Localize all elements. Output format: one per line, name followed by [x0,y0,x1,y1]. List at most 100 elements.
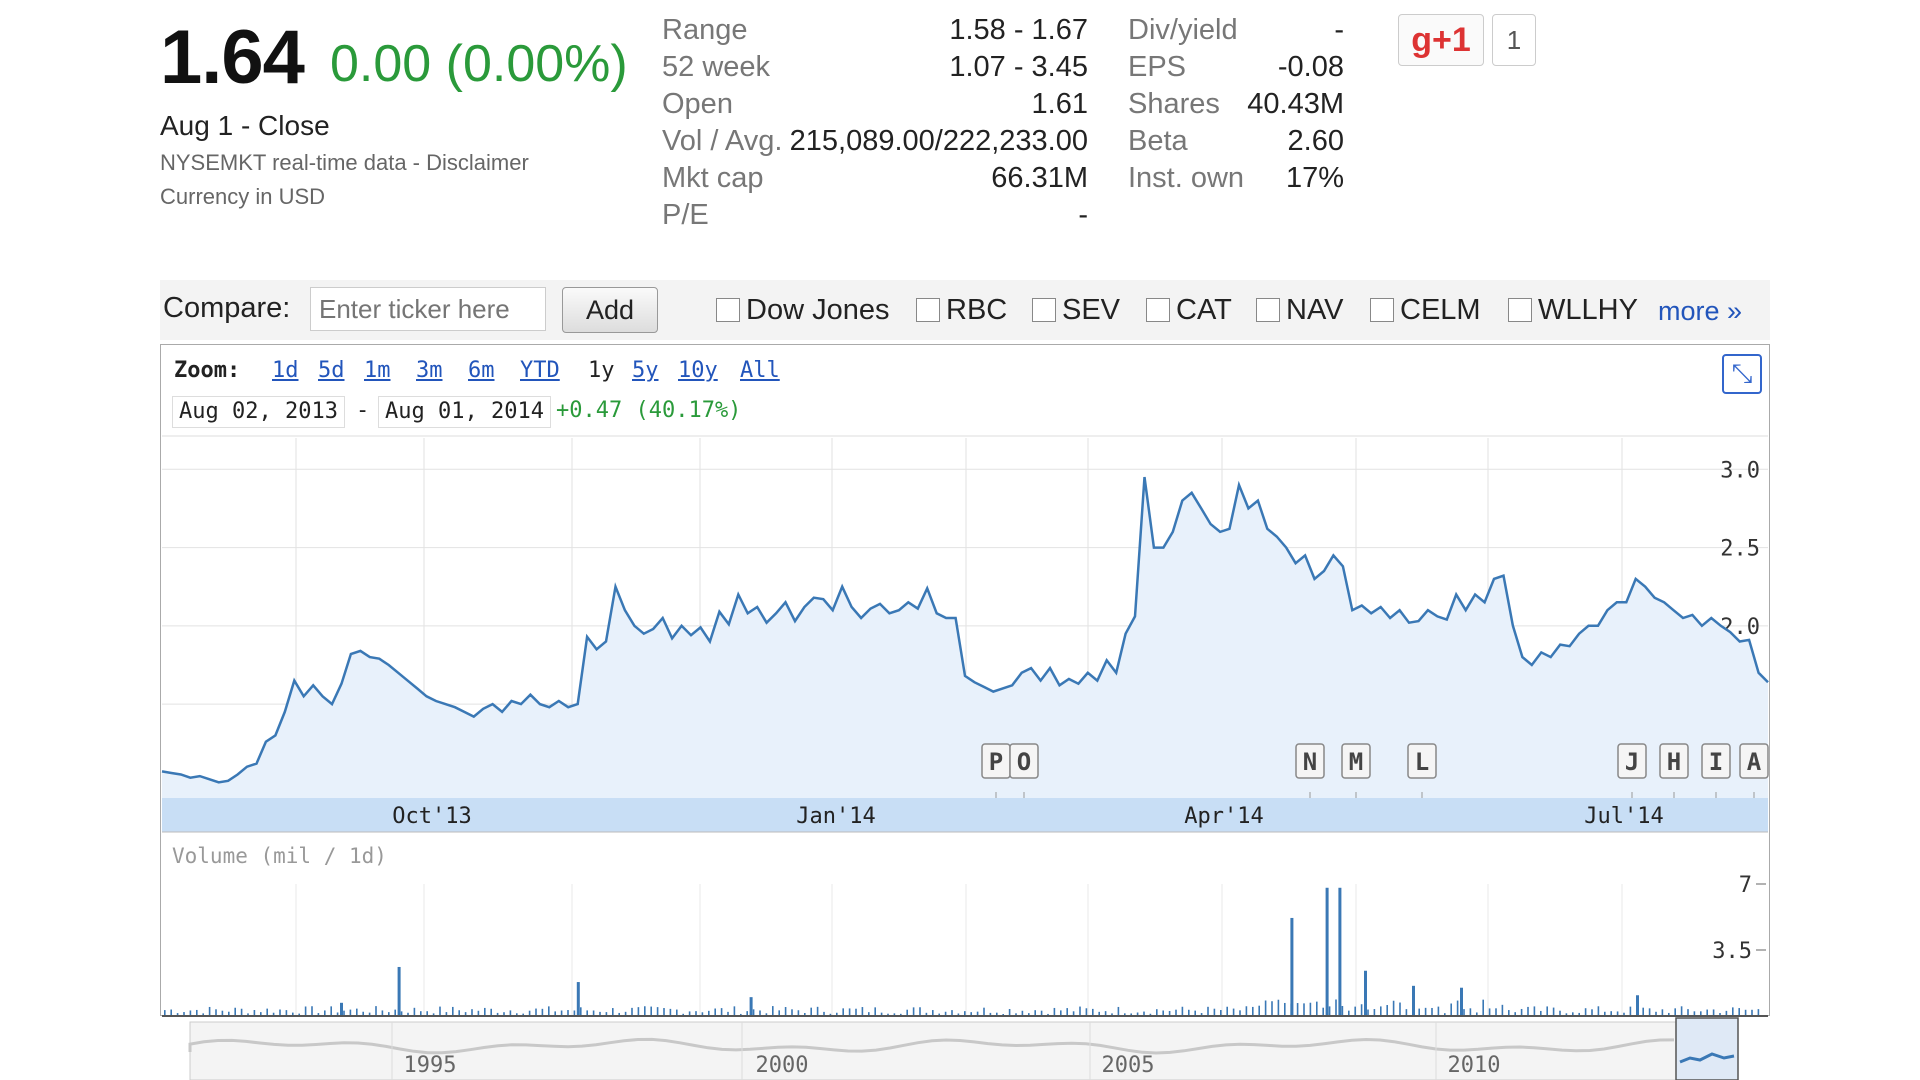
volume-bar [1533,1006,1536,1016]
volume-bar [618,1012,620,1016]
volume-bar [176,1013,179,1016]
zoom-1y[interactable]: 1y [588,358,615,383]
checkbox-icon[interactable] [1256,298,1280,322]
volume-bar [1360,1004,1363,1016]
compare-checkbox-cat[interactable]: CAT [1146,294,1232,327]
compare-checkbox-celm[interactable]: CELM [1370,294,1481,327]
volume-bar [855,1008,857,1016]
volume-bar [1040,1010,1043,1016]
event-marker-h[interactable] [1659,743,1689,779]
event-marker-j[interactable] [1617,743,1647,779]
volume-bar [1444,1013,1446,1016]
volume-spike [576,982,580,1016]
volume-bar [1437,1006,1440,1016]
volume-spike [397,966,401,1016]
volume-bar [951,1010,953,1016]
stat-label: Vol / Avg. [662,125,783,157]
volume-bar [413,1007,416,1016]
zoom-ytd[interactable]: YTD [520,358,560,383]
event-marker-o[interactable] [1009,743,1039,779]
event-marker-m[interactable] [1341,743,1371,779]
compare-checkbox-sev[interactable]: SEV [1032,294,1120,327]
stat-value: - [1334,14,1344,46]
date-start[interactable]: Aug 02, 2013 [172,396,345,428]
range-change: +0.47 (40.17%) [556,398,742,423]
stat-value: 1.61 [1031,88,1088,120]
checkbox-icon[interactable] [1370,298,1394,322]
y-tick-label: 2.5 [1720,537,1760,562]
volume-bar [1181,1006,1184,1016]
zoom-1d[interactable]: 1d [272,358,299,383]
volume-bar [1700,1011,1702,1016]
zoom-3m[interactable]: 3m [416,358,443,383]
volume-bar [1066,1008,1068,1016]
checkbox-icon[interactable] [1146,298,1170,322]
zoom-5y[interactable]: 5y [632,358,659,383]
ticker-input[interactable] [310,287,546,331]
checkbox-icon[interactable] [716,298,740,322]
volume-bar [1136,1012,1139,1016]
checkbox-icon[interactable] [1032,298,1056,322]
expand-icon[interactable]: ⤡ [1722,354,1762,394]
zoom-6m[interactable]: 6m [468,358,495,383]
event-letter: O [1017,748,1031,776]
event-marker-i[interactable] [1701,743,1731,779]
volume-bar [695,1011,697,1016]
zoom-1m[interactable]: 1m [364,358,391,383]
checkbox-icon[interactable] [916,298,940,322]
gplus-button[interactable]: g+1 [1398,14,1484,66]
compare-checkbox-rbc[interactable]: RBC [916,294,1007,327]
volume-bar [298,1013,300,1016]
volume-bar [228,1011,230,1016]
volume-bar [1418,1008,1420,1016]
zoom-all[interactable]: All [740,358,780,383]
volume-bar [420,1011,422,1016]
more-link[interactable]: more » [1658,296,1743,326]
volume-bar [1367,1009,1369,1016]
volume-bar [996,1012,998,1016]
compare-checkbox-dow-jones[interactable]: Dow Jones [716,294,889,327]
price-line [161,476,1769,784]
volume-bar [893,1013,896,1016]
volume-bar [1015,1013,1017,1016]
add-button[interactable]: Add [562,287,658,333]
navigator-window[interactable] [1675,1017,1739,1080]
event-letter: I [1709,748,1723,776]
volume-bar [1687,1009,1689,1016]
volume-spike [1364,970,1367,1016]
volume-bar [183,1012,185,1016]
volume-bar [1431,1007,1433,1016]
volume-bar [1514,1012,1516,1016]
volume-bar [1392,1000,1395,1016]
compare-ticker-label: CAT [1176,294,1232,326]
event-marker-a[interactable] [1739,743,1769,779]
date-end[interactable]: Aug 01, 2014 [378,396,551,428]
zoom-5d[interactable]: 5d [318,358,345,383]
volume-bar [247,1013,249,1016]
data-source[interactable]: NYSEMKT real-time data - Disclaimer [160,150,529,175]
volume-bar [1456,1000,1459,1016]
volume-bar [810,1007,812,1016]
volume-bar [260,1012,262,1016]
volume-bar [1629,1006,1632,1016]
navigator-tick-label: 2000 [756,1053,809,1078]
volume-bar [1744,1009,1747,1016]
compare-checkbox-wllhy[interactable]: WLLHY [1508,294,1638,327]
volume-bar [733,1006,736,1016]
volume-bar [1335,999,1337,1016]
stat-value: 1.07 - 3.45 [949,51,1088,83]
volume-bar [1450,1003,1452,1016]
event-marker-n[interactable] [1295,743,1325,779]
volume-title: Volume (mil / 1d) [172,844,387,868]
volume-bar [1348,1010,1350,1016]
event-marker-l[interactable] [1407,743,1437,779]
volume-bar [823,1011,825,1016]
volume-bar [1072,1011,1075,1016]
navigator-tick-label: 2010 [1448,1053,1501,1078]
volume-bar [829,1013,832,1016]
stat-label: Mkt cap [662,162,764,194]
zoom-10y[interactable]: 10y [678,358,718,383]
checkbox-icon[interactable] [1508,298,1532,322]
compare-checkbox-nav[interactable]: NAV [1256,294,1343,327]
